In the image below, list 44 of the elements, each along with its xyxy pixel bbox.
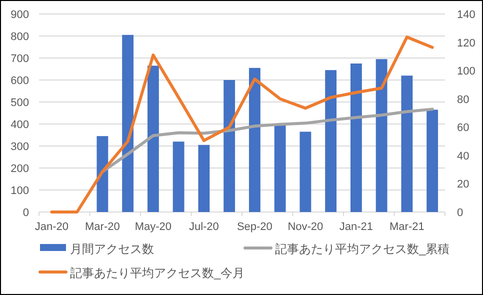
y-tick-label: 900: [10, 9, 29, 21]
y2-tick-label: 20: [457, 178, 470, 191]
x-tick-label: Jan-20: [34, 221, 69, 233]
x-tick-label: Mar-21: [390, 221, 424, 233]
bar: [376, 59, 388, 212]
y2-tick-label: 40: [457, 150, 470, 162]
bar: [224, 80, 236, 212]
y-tick-label: 800: [10, 31, 29, 43]
bar: [96, 136, 108, 212]
y-tick-label: 300: [10, 141, 29, 153]
x-tick-label: Sep-20: [236, 221, 272, 233]
bar: [198, 144, 210, 212]
legend-label: 記事あたり平均アクセス数_累積: [275, 242, 450, 256]
y2-tick-label: 80: [457, 94, 470, 106]
legend-label: 記事あたり平均アクセス数_今月: [70, 266, 245, 280]
y-tick-label: 600: [10, 75, 29, 87]
bar: [426, 110, 438, 212]
bar: [147, 66, 159, 212]
y2-tick-label: 140: [457, 9, 476, 21]
y-tick-label: 0: [22, 207, 29, 219]
bar: [248, 68, 260, 212]
line-series: [50, 36, 434, 214]
x-tick-label: May-20: [134, 221, 172, 233]
y2-tick-label: 60: [457, 122, 470, 134]
bar: [122, 34, 134, 212]
bar: [172, 142, 184, 212]
y2-tick-label: 0: [457, 207, 464, 219]
bar: [274, 125, 286, 212]
x-tick-label: Mar-20: [85, 221, 120, 233]
bar: [325, 70, 337, 212]
x-tick-label: Nov-20: [288, 221, 324, 233]
legend-label: 月間アクセス数: [70, 242, 154, 256]
y-tick-label: 500: [10, 97, 29, 109]
x-tick-label: Jan-21: [339, 221, 374, 233]
y-tick-label: 100: [10, 185, 29, 197]
y2-tick-label: 120: [457, 37, 476, 50]
bar: [300, 132, 312, 212]
x-tick-label: Jul-20: [188, 221, 219, 233]
y-tick-label: 700: [10, 53, 29, 65]
bar: [401, 76, 413, 212]
y2-tick-label: 100: [457, 66, 476, 78]
y-tick-label: 200: [10, 163, 29, 175]
y-tick-label: 400: [10, 119, 29, 131]
bar: [350, 64, 362, 212]
